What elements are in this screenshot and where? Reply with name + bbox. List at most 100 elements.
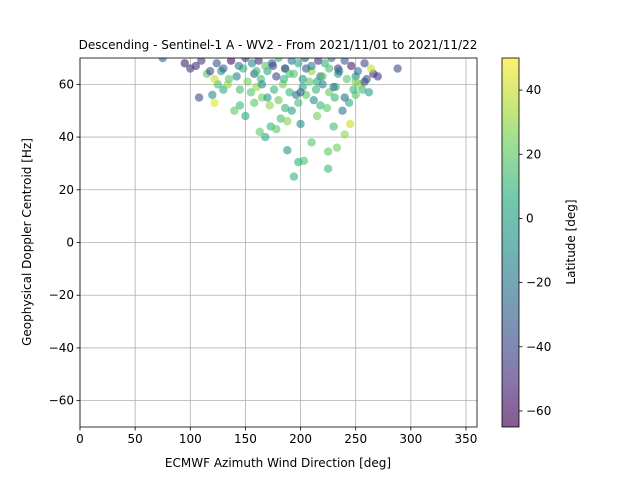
scatter-point: [364, 88, 374, 97]
chart-title: Descending - Sentinel-1 A - WV2 - From 2…: [79, 38, 478, 52]
scatter-point: [210, 98, 219, 108]
y-tick-label: −20: [49, 288, 74, 302]
scatter-point: [254, 58, 263, 65]
scatter-point: [301, 64, 311, 73]
scatter-point: [393, 64, 402, 73]
y-tick-label: 20: [59, 183, 74, 197]
scatter-point: [279, 74, 289, 84]
scatter-point: [320, 59, 330, 68]
scatter-point: [327, 58, 336, 63]
scatter-point: [287, 106, 296, 115]
scatter-point: [294, 59, 303, 68]
scatter-point: [194, 93, 204, 102]
y-tick-label: −40: [49, 341, 74, 355]
x-tick-label: 200: [289, 432, 312, 446]
scatter-point: [299, 156, 309, 165]
scatter-point: [255, 127, 264, 136]
y-tick-label: 60: [59, 77, 74, 91]
colorbar-frame: [501, 57, 520, 428]
colorbar-ticks: −60 −40 −20 0 20 40: [519, 83, 551, 418]
scatter-point: [274, 95, 283, 105]
scatter-point: [257, 80, 267, 89]
scatter-point: [353, 66, 363, 76]
scatter-point: [351, 77, 360, 86]
scatter-point: [263, 93, 272, 102]
scatter-point: [243, 77, 252, 86]
scatter-point: [329, 82, 338, 92]
y-axis-label: Geophysical Doppler Centroid [Hz]: [20, 138, 34, 346]
scatter-point: [268, 61, 278, 71]
colorbar-label: Latitude [deg]: [564, 199, 578, 284]
scatter-point: [340, 93, 349, 102]
x-tick-label: 0: [76, 432, 84, 446]
scatter-point: [340, 130, 349, 139]
colorbar-tick-label: −60: [526, 404, 551, 418]
x-tick-label: 150: [234, 432, 257, 446]
scatter-point: [285, 69, 294, 79]
scatter-point: [247, 59, 257, 68]
scatter-point: [234, 61, 243, 71]
scatter-point: [180, 59, 189, 68]
scatter-point: [232, 72, 241, 81]
scatter-point: [296, 119, 305, 129]
scatter-point: [312, 111, 322, 121]
scatter-point: [230, 106, 239, 115]
grid-lines: [79, 58, 477, 427]
scatter-point: [316, 101, 325, 110]
y-tick-label: 40: [59, 130, 74, 144]
scatter-point: [318, 72, 327, 81]
scatter-point: [349, 85, 358, 94]
y-tick-label: −60: [49, 394, 74, 408]
scatter-point: [334, 66, 344, 76]
x-tick-label: 100: [179, 432, 202, 446]
scatter-point: [342, 74, 352, 84]
scatter-point: [235, 85, 245, 94]
colorbar: [502, 58, 519, 427]
scatter-point: [261, 61, 270, 71]
scatter-point: [373, 72, 382, 81]
scatter-point: [323, 147, 333, 156]
y-tick-label: 0: [66, 236, 74, 250]
scatter-point: [322, 103, 332, 113]
scatter-point: [314, 58, 323, 65]
scatter-point: [246, 88, 256, 97]
scatter-point: [311, 85, 321, 94]
scatter-point: [226, 58, 236, 65]
scatter-point: [197, 58, 206, 65]
scatter-point: [285, 88, 294, 97]
scatter-point: [235, 101, 245, 110]
scatter-point: [283, 146, 292, 155]
x-tick-label: 250: [344, 432, 367, 446]
scatter-point: [298, 74, 307, 84]
x-axis-ticks: 0 50 100 150 200 250 300 350: [76, 427, 477, 446]
scatter-point: [340, 58, 349, 65]
scatter-point: [345, 119, 355, 129]
scatter-point: [360, 77, 369, 86]
scatter-point: [296, 88, 305, 97]
x-tick-label: 50: [127, 432, 142, 446]
scatter-point: [250, 98, 259, 108]
scatter-point: [276, 114, 285, 123]
scatter-point: [261, 132, 270, 142]
y-axis-ticks: −60 −40 −20 0 20 40 60: [49, 77, 80, 408]
scatter-point: [280, 103, 290, 113]
scatter-point: [241, 58, 250, 63]
scatter-point: [347, 61, 356, 71]
scatter-point: [158, 58, 167, 63]
x-tick-label: 350: [455, 432, 478, 446]
scatter-point: [272, 72, 281, 81]
x-tick-label: 300: [399, 432, 422, 446]
scatter-point: [289, 172, 299, 181]
colorbar-tick-label: 20: [526, 147, 541, 161]
scatter-point: [287, 58, 296, 65]
scatter-point: [338, 106, 347, 115]
scatter-point: [212, 59, 221, 68]
scatter-point: [360, 59, 369, 68]
x-axis-label: ECMWF Azimuth Wind Direction [deg]: [165, 456, 391, 470]
scatter-point: [323, 164, 333, 173]
scatter-point: [300, 58, 310, 63]
scatter-point: [274, 58, 283, 63]
colorbar-tick-label: 40: [526, 83, 541, 97]
scatter-point: [366, 64, 376, 73]
